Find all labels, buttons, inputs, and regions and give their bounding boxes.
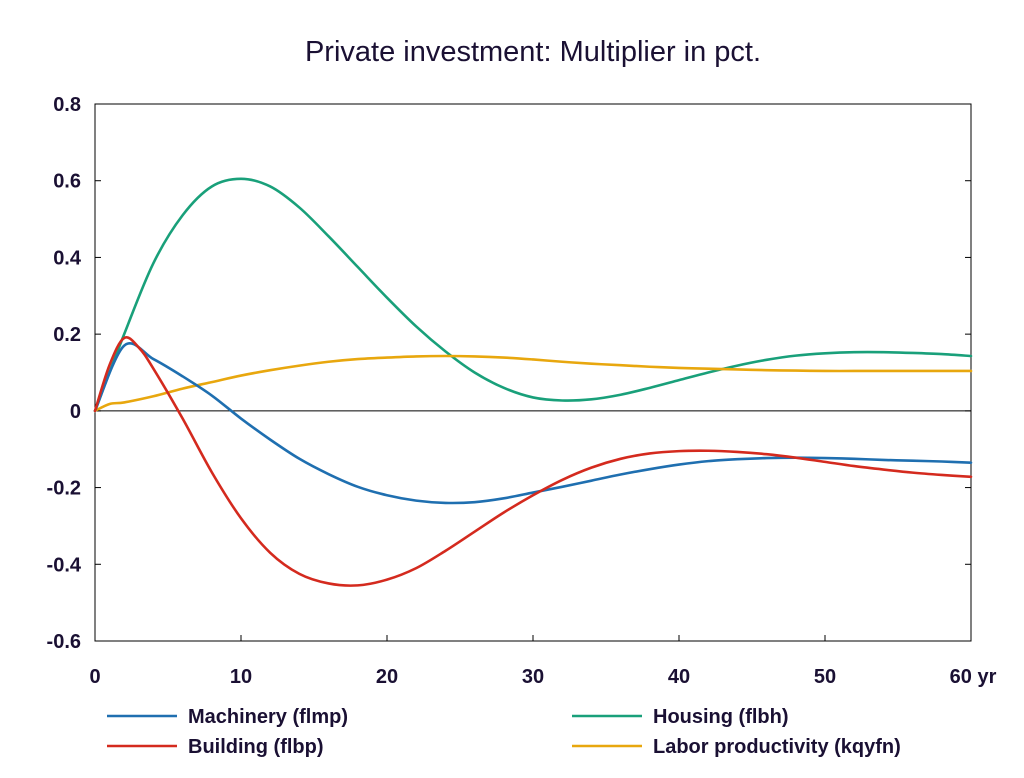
y-tick-label: -0.4 — [47, 554, 82, 576]
x-tick-label: 20 — [376, 666, 398, 688]
y-tick-label: 0.6 — [53, 171, 81, 193]
y-tick-label: 0.8 — [53, 94, 81, 116]
legend-label-3: Labor productivity (kqyfn) — [653, 736, 901, 758]
series-line-1 — [93, 177, 973, 413]
x-tick-label: 30 — [522, 666, 544, 688]
series-layer — [93, 177, 973, 587]
series-line-0 — [93, 342, 973, 505]
axes: -0.6 -0.4 -0.2 0 0.2 0.4 0.6 0.8 0 10 20 30 40 50 60 y… — [47, 94, 997, 688]
plot-frame — [94, 103, 972, 642]
series-line-2 — [93, 336, 973, 587]
x-tick-label: 10 — [230, 666, 252, 688]
y-tick-label: -0.6 — [47, 631, 81, 653]
x-tick-label: 50 — [814, 666, 836, 688]
x-tick-label: 0 — [89, 666, 100, 688]
chart-title: Private investment: Multiplier in pct. — [305, 36, 761, 68]
legend-label-2: Building (flbp) — [188, 736, 324, 758]
y-tick-label: 0.2 — [53, 324, 81, 346]
y-tick-label: 0.4 — [53, 247, 82, 269]
series-line-3 — [93, 354, 973, 413]
legend: Machinery (flmp) Housing (flbh) Building (… — [107, 706, 901, 758]
y-tick-label: 0 — [70, 401, 81, 423]
legend-label-0: Machinery (flmp) — [188, 706, 348, 728]
x-tick-label: 60 yr — [950, 666, 997, 688]
x-tick-label: 40 — [668, 666, 690, 688]
legend-label-1: Housing (flbh) — [653, 706, 789, 728]
y-tick-label: -0.2 — [47, 478, 81, 500]
